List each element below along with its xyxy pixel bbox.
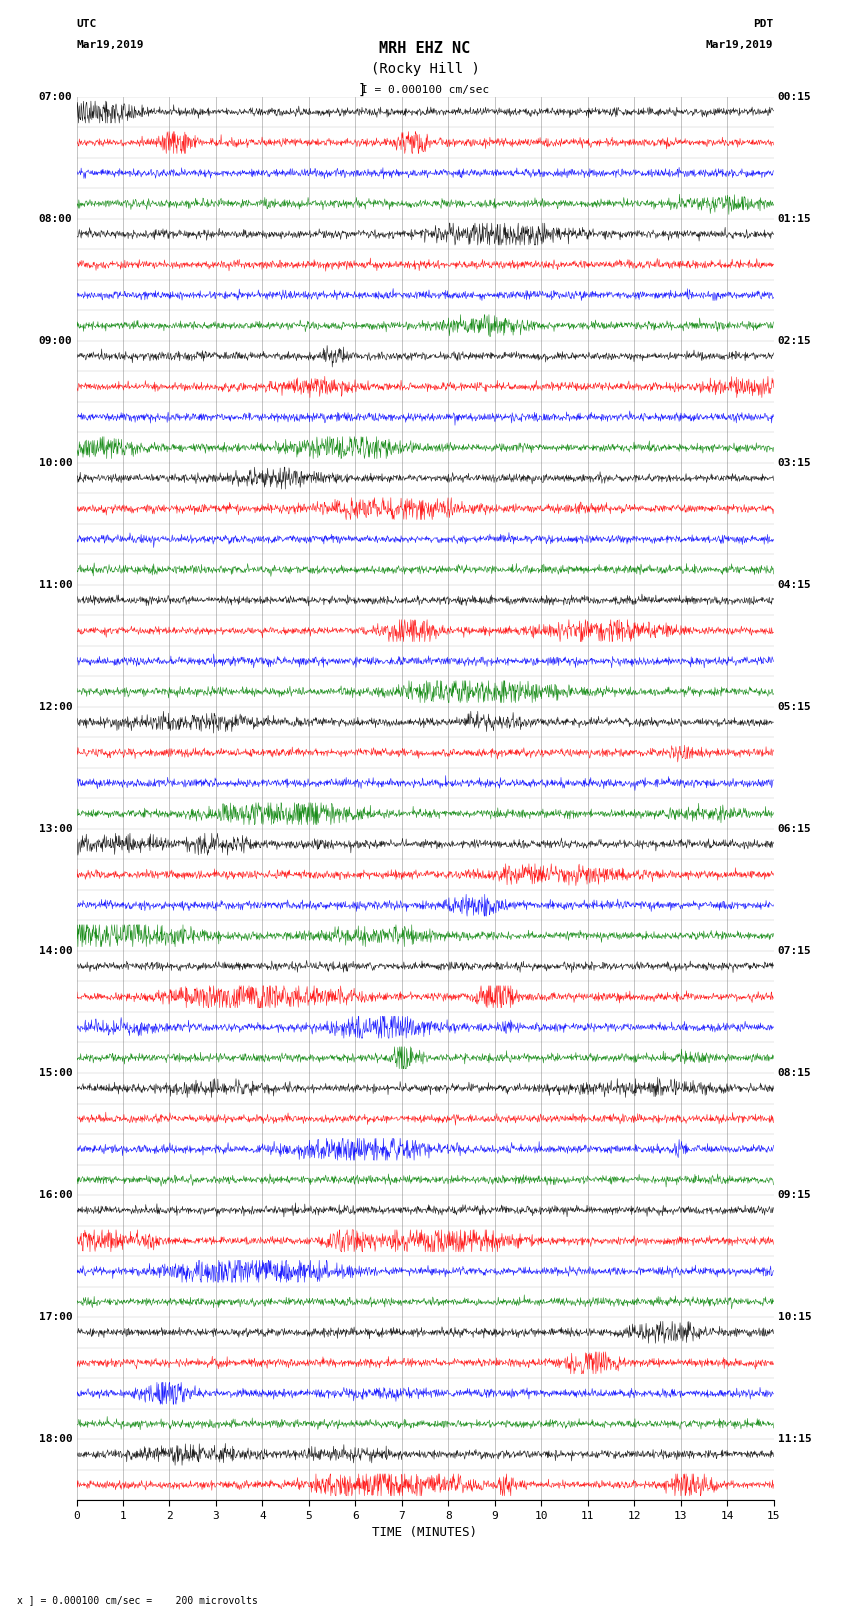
Text: UTC: UTC: [76, 19, 97, 29]
Text: PDT: PDT: [753, 19, 774, 29]
Text: 09:00: 09:00: [38, 336, 72, 345]
Text: 07:00: 07:00: [38, 92, 72, 102]
Text: 05:15: 05:15: [778, 702, 812, 711]
Text: 15:00: 15:00: [38, 1068, 72, 1077]
Text: 01:15: 01:15: [778, 215, 812, 224]
Text: Mar19,2019: Mar19,2019: [76, 40, 144, 50]
Text: 09:15: 09:15: [778, 1190, 812, 1200]
Text: 12:00: 12:00: [38, 702, 72, 711]
Text: 04:15: 04:15: [778, 581, 812, 590]
Text: 17:00: 17:00: [38, 1311, 72, 1323]
Text: I = 0.000100 cm/sec: I = 0.000100 cm/sec: [361, 85, 489, 95]
Text: 14:00: 14:00: [38, 945, 72, 957]
Text: 08:15: 08:15: [778, 1068, 812, 1077]
Text: 16:00: 16:00: [38, 1190, 72, 1200]
Text: 11:15: 11:15: [778, 1434, 812, 1444]
Text: 06:15: 06:15: [778, 824, 812, 834]
Text: (Rocky Hill ): (Rocky Hill ): [371, 63, 479, 76]
Text: x ] = 0.000100 cm/sec =    200 microvolts: x ] = 0.000100 cm/sec = 200 microvolts: [17, 1595, 258, 1605]
Text: 18:00: 18:00: [38, 1434, 72, 1444]
Text: MRH EHZ NC: MRH EHZ NC: [379, 40, 471, 56]
Text: 10:00: 10:00: [38, 458, 72, 468]
Text: 03:15: 03:15: [778, 458, 812, 468]
Text: 10:15: 10:15: [778, 1311, 812, 1323]
Text: 08:00: 08:00: [38, 215, 72, 224]
Text: Mar19,2019: Mar19,2019: [706, 40, 774, 50]
Text: 13:00: 13:00: [38, 824, 72, 834]
X-axis label: TIME (MINUTES): TIME (MINUTES): [372, 1526, 478, 1539]
Text: 07:15: 07:15: [778, 945, 812, 957]
Text: ]: ]: [357, 84, 366, 97]
Text: 11:00: 11:00: [38, 581, 72, 590]
Text: 00:15: 00:15: [778, 92, 812, 102]
Text: 02:15: 02:15: [778, 336, 812, 345]
